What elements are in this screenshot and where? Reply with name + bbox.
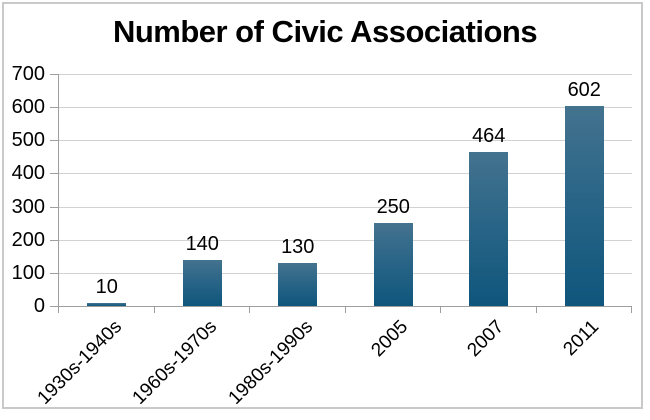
gridline-300 [59, 206, 632, 208]
y-tick-label-0: 0 [33, 295, 45, 317]
y-tick-label-500: 500 [11, 129, 45, 152]
bar-value-label: 130 [281, 235, 315, 258]
y-tick-label-700: 700 [11, 63, 45, 85]
chart-title: Number of Civic Associations [112, 14, 538, 49]
y-tick-mark [50, 239, 58, 241]
gridline-400 [59, 173, 632, 175]
y-tick-label-600: 600 [11, 96, 45, 119]
bar-1980s-1990s [278, 262, 318, 306]
x-tick-mark [631, 307, 632, 313]
bar-2005 [373, 223, 413, 306]
y-tick-mark [50, 107, 58, 109]
gridline-600 [59, 107, 632, 109]
bar-value-label: 464 [472, 125, 506, 148]
y-tick-label-400: 400 [11, 162, 45, 185]
gridline-500 [59, 140, 632, 142]
y-tick-label-200: 200 [11, 228, 45, 251]
gridline-700 [59, 74, 632, 75]
y-tick-label-100: 100 [11, 261, 45, 284]
bar-value-label: 250 [376, 196, 410, 219]
bar-1930s-1940s [87, 302, 127, 306]
x-tick-mark [344, 307, 346, 313]
y-tick-mark [50, 206, 58, 208]
y-tick-mark [50, 140, 58, 142]
y-tick-mark [50, 272, 58, 274]
bar-value-label: 10 [95, 275, 118, 298]
x-tick-mark [58, 307, 59, 313]
bar-1960s-1970s [182, 259, 222, 306]
x-tick-mark [249, 307, 250, 313]
bar-value-label: 602 [567, 79, 601, 102]
bar-2007 [469, 152, 509, 306]
y-tick-label-300: 300 [11, 195, 45, 218]
gridline-100 [59, 272, 632, 274]
x-tick-mark [153, 307, 155, 313]
x-tick-mark [440, 307, 441, 313]
bar-value-label: 140 [185, 232, 219, 255]
gridline-200 [59, 239, 632, 241]
y-tick-mark [50, 74, 58, 75]
x-tick-mark [535, 307, 537, 313]
y-tick-mark [50, 306, 58, 307]
chart-border [2, 2, 643, 409]
bar-2011 [564, 106, 604, 306]
plot-area: 10 140 130 250 464 602 [58, 74, 632, 307]
y-tick-mark [50, 173, 58, 175]
